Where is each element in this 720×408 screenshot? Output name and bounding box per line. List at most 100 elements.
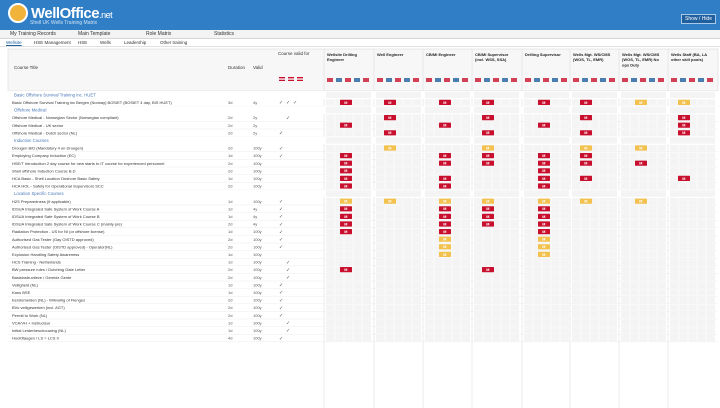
mandatory-badge[interactable] <box>580 175 592 181</box>
matrix-cell[interactable] <box>670 228 715 235</box>
check-icon[interactable]: ✓ <box>279 283 283 289</box>
matrix-cell[interactable] <box>376 167 421 174</box>
matrix-cell[interactable] <box>425 289 470 296</box>
course-title[interactable]: Explosion Handling Safety Awareness <box>12 252 79 257</box>
col-course-title[interactable]: Course Title <box>14 65 39 70</box>
course-title[interactable]: BW pressure rules / Dutching Gate Letter <box>12 267 86 272</box>
matrix-cell[interactable] <box>474 220 519 228</box>
matrix-cell[interactable] <box>376 228 421 235</box>
matrix-cell[interactable] <box>572 243 617 250</box>
check-icon[interactable]: ✓ <box>286 100 290 106</box>
matrix-cell[interactable] <box>474 334 519 342</box>
matrix-cell[interactable] <box>376 258 421 266</box>
matrix-cell[interactable] <box>326 327 371 334</box>
matrix-cell[interactable] <box>621 213 666 220</box>
recommended-badge[interactable] <box>384 198 396 204</box>
course-title[interactable]: VCA/VH + Instructeur <box>12 320 51 325</box>
mandatory-badge[interactable] <box>340 183 352 189</box>
matrix-cell[interactable] <box>474 175 519 182</box>
matrix-cell[interactable] <box>670 243 715 250</box>
matrix-cell[interactable] <box>572 327 617 334</box>
matrix-cell[interactable] <box>621 281 666 288</box>
course-title[interactable]: H2S Preparedness (if applicable) <box>12 199 71 204</box>
mandatory-badge[interactable] <box>538 99 550 105</box>
matrix-cell[interactable] <box>376 144 421 152</box>
matrix-cell[interactable] <box>524 334 569 342</box>
matrix-cell[interactable] <box>621 152 666 159</box>
matrix-cell[interactable] <box>670 220 715 228</box>
recommended-badge[interactable] <box>439 251 451 257</box>
course-title[interactable]: HCS Training - Netherlands <box>12 260 61 265</box>
matrix-cell[interactable] <box>621 129 666 136</box>
matrix-cell[interactable] <box>572 304 617 311</box>
matrix-cell[interactable] <box>376 220 421 228</box>
matrix-cell[interactable] <box>376 304 421 311</box>
course-title[interactable]: IDSUA Integrated Safe System of Work Cou… <box>12 222 123 227</box>
check-icon[interactable]: ✓ <box>279 229 283 235</box>
matrix-cell[interactable] <box>474 319 519 326</box>
mandatory-badge[interactable] <box>538 168 550 174</box>
mandatory-badge[interactable] <box>340 99 352 105</box>
matrix-cell[interactable] <box>326 334 371 342</box>
matrix-cell[interactable] <box>376 334 421 342</box>
matrix-cell[interactable] <box>326 258 371 266</box>
matrix-cell[interactable] <box>425 274 470 281</box>
matrix-cell[interactable] <box>670 114 715 121</box>
recommended-badge[interactable] <box>580 145 592 151</box>
recommended-badge[interactable] <box>678 99 690 105</box>
mandatory-badge[interactable] <box>384 115 396 121</box>
matrix-cell[interactable] <box>376 281 421 288</box>
matrix-cell[interactable] <box>326 274 371 281</box>
matrix-cell[interactable] <box>474 160 519 167</box>
matrix-cell[interactable] <box>621 175 666 182</box>
matrix-cell[interactable] <box>425 281 470 288</box>
matrix-cell[interactable] <box>524 304 569 311</box>
course-title[interactable]: Radiation Protection - US for NI (or off… <box>12 229 105 234</box>
recommended-badge[interactable] <box>340 198 352 204</box>
check-icon[interactable]: ✓ <box>279 100 283 106</box>
matrix-cell[interactable] <box>572 205 617 212</box>
matrix-cell[interactable] <box>326 281 371 288</box>
tab-leadership[interactable]: Leadership <box>124 40 147 45</box>
mandatory-badge[interactable] <box>678 122 690 128</box>
matrix-cell[interactable] <box>621 327 666 334</box>
matrix-cell[interactable] <box>376 327 421 334</box>
check-icon[interactable]: ✓ <box>279 313 283 319</box>
recommended-badge[interactable] <box>580 198 592 204</box>
mandatory-badge[interactable] <box>340 206 352 212</box>
matrix-cell[interactable] <box>524 258 569 266</box>
matrix-cell[interactable] <box>670 319 715 326</box>
mandatory-badge[interactable] <box>340 153 352 159</box>
matrix-cell[interactable] <box>572 122 617 129</box>
matrix-cell[interactable] <box>572 334 617 342</box>
mandatory-badge[interactable] <box>580 115 592 121</box>
matrix-cell[interactable] <box>670 205 715 212</box>
matrix-cell[interactable] <box>326 312 371 319</box>
check-icon[interactable]: ✓ <box>279 146 283 152</box>
mandatory-badge[interactable] <box>538 175 550 181</box>
mandatory-badge[interactable] <box>678 130 690 136</box>
course-title[interactable]: IDSUA Integrated Safe System of Work Cou… <box>12 214 100 219</box>
matrix-cell[interactable] <box>326 114 371 121</box>
course-title[interactable]: Basic Offshore Survival Training inc Ber… <box>12 100 172 105</box>
mandatory-badge[interactable] <box>482 213 494 219</box>
mandatory-badge[interactable] <box>384 130 396 136</box>
topnav-my-training-records[interactable]: My Training Records <box>10 31 56 37</box>
tab-hse[interactable]: HSE <box>78 40 88 45</box>
matrix-cell[interactable] <box>670 175 715 182</box>
matrix-cell[interactable] <box>572 228 617 235</box>
check-icon[interactable]: ✓ <box>279 237 283 243</box>
course-title[interactable]: Offshore Medical - UK sector <box>12 123 64 128</box>
matrix-cell[interactable] <box>474 281 519 288</box>
matrix-cell[interactable] <box>376 129 421 136</box>
matrix-cell[interactable] <box>474 243 519 250</box>
matrix-cell[interactable] <box>425 327 470 334</box>
matrix-cell[interactable] <box>524 266 569 273</box>
matrix-cell[interactable] <box>474 266 519 273</box>
matrix-cell[interactable] <box>376 205 421 212</box>
matrix-cell[interactable] <box>474 129 519 136</box>
col-valid[interactable]: Valid <box>253 65 263 70</box>
matrix-cell[interactable] <box>524 114 569 121</box>
matrix-cell[interactable] <box>425 319 470 326</box>
matrix-cell[interactable] <box>326 251 371 258</box>
